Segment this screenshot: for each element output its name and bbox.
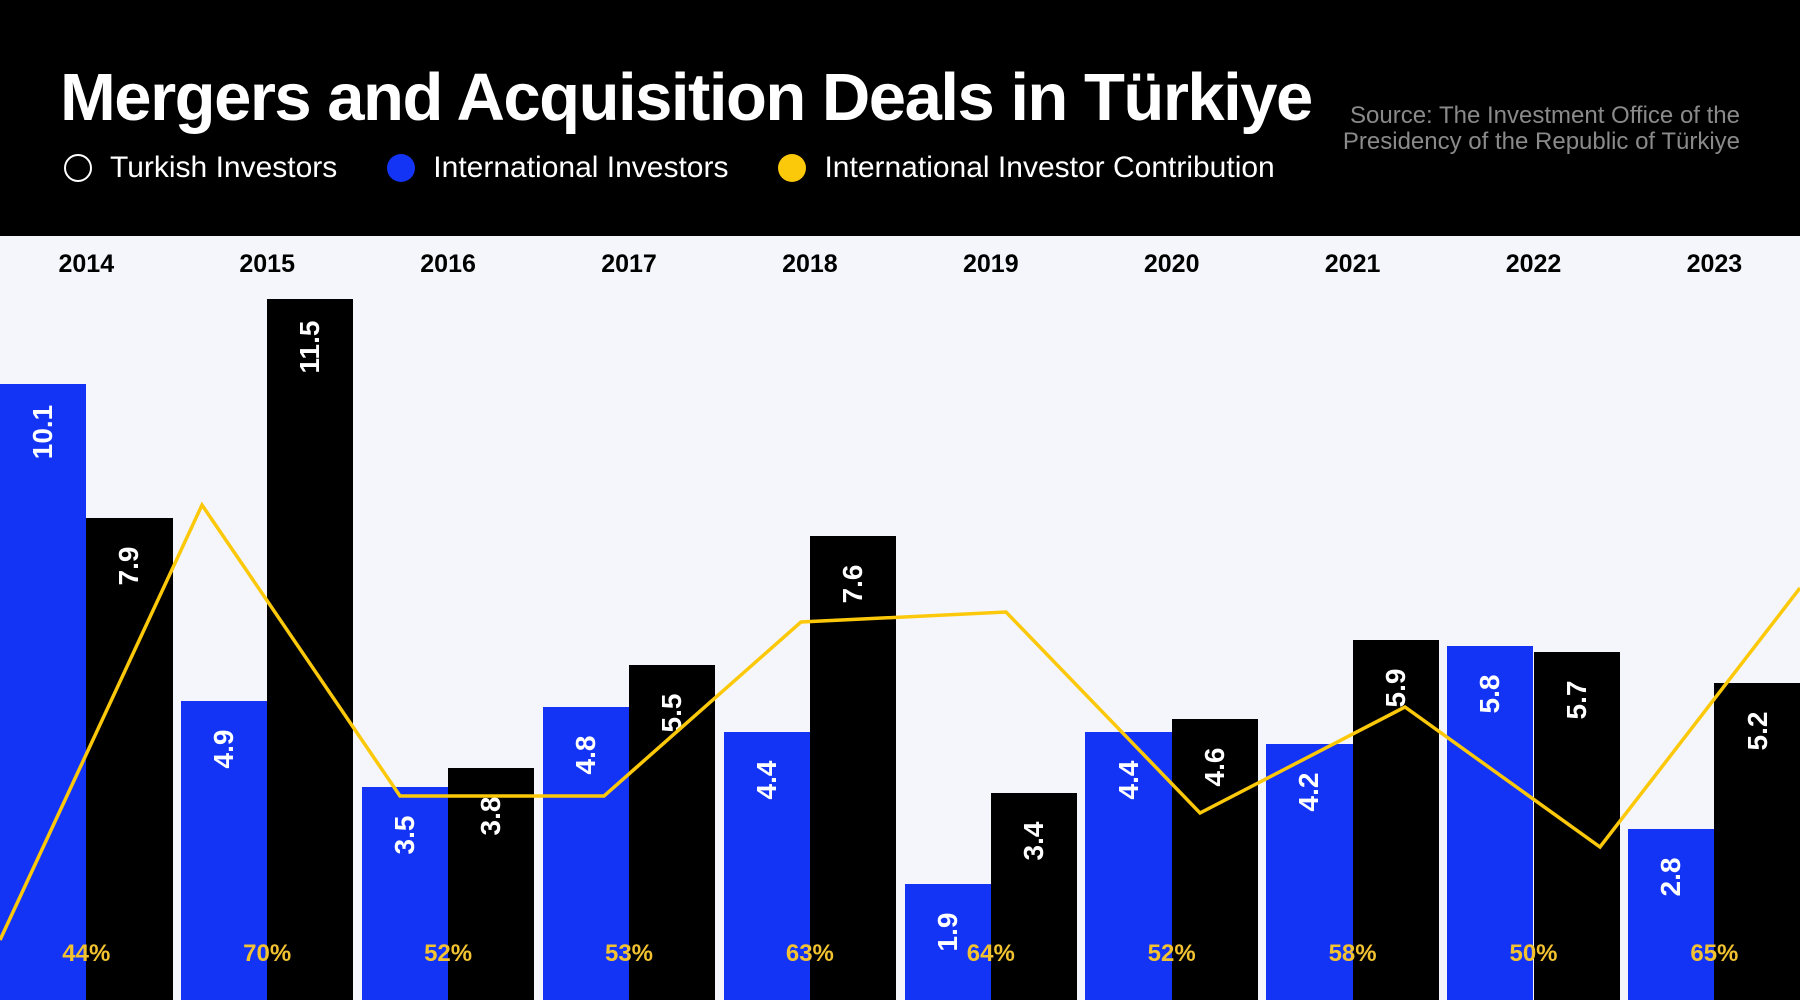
chart-header: Mergers and Acquisition Deals in Türkiye… bbox=[0, 0, 1800, 236]
contribution-percent-label: 44% bbox=[62, 940, 111, 967]
blue-bar-2023: 2.8 bbox=[1628, 829, 1715, 1000]
year-label: 2014 bbox=[58, 250, 115, 278]
legend-item-international-contribution: International Investor Contribution bbox=[778, 151, 1275, 185]
year-label: 2015 bbox=[239, 250, 295, 278]
year-label: 2019 bbox=[962, 250, 1019, 278]
bar-value-label: 2.8 bbox=[1655, 857, 1687, 897]
black-bar-2019: 3.4 bbox=[990, 792, 1078, 1000]
year-label: 2020 bbox=[1143, 250, 1200, 278]
bar-value-label: 4.6 bbox=[1198, 747, 1230, 787]
bar-value-label: 4.8 bbox=[569, 735, 601, 775]
legend-label: International Investors bbox=[433, 151, 729, 184]
black-bar-2014: 7.9 bbox=[86, 518, 173, 1000]
contribution-percent-label: 50% bbox=[1509, 940, 1558, 967]
bar-value-label: 3.4 bbox=[1017, 821, 1049, 861]
outline-circle-icon bbox=[64, 154, 92, 182]
contribution-percent-label: 58% bbox=[1328, 940, 1377, 967]
contribution-percent-label: 64% bbox=[966, 940, 1015, 967]
bar-value-label: 5.8 bbox=[1474, 674, 1506, 714]
bar-value-label: 5.9 bbox=[1379, 668, 1411, 708]
bar-value-label: 3.5 bbox=[388, 815, 420, 854]
legend-item-international-investors: International Investors bbox=[387, 151, 728, 185]
contribution-percent-label: 65% bbox=[1690, 940, 1739, 967]
contribution-percent-label: 52% bbox=[1147, 940, 1196, 967]
bar-value-label: 7.6 bbox=[837, 564, 869, 604]
bar-value-label: 7.9 bbox=[113, 546, 145, 586]
year-label: 2018 bbox=[782, 250, 838, 278]
bar-value-label: 5.2 bbox=[1741, 711, 1773, 751]
bar-value-label: 5.5 bbox=[656, 693, 688, 732]
blue-circle-icon bbox=[387, 154, 416, 182]
contribution-percent-label: 70% bbox=[243, 940, 292, 967]
bar-value-label: 4.2 bbox=[1293, 772, 1325, 812]
legend-label: International Investor Contribution bbox=[824, 151, 1275, 184]
year-label: 2017 bbox=[601, 250, 657, 278]
contribution-percent-label: 53% bbox=[604, 940, 654, 967]
year-label: 2022 bbox=[1505, 250, 1562, 278]
bar-value-label: 3.8 bbox=[475, 796, 507, 836]
bar-value-label: 5.7 bbox=[1560, 680, 1592, 720]
bar-value-label: 11.5 bbox=[294, 320, 326, 373]
legend-label: Turkish Investors bbox=[110, 151, 338, 184]
black-bar-2015: 11.5 bbox=[267, 298, 354, 1000]
year-label: 2016 bbox=[420, 250, 476, 278]
blue-bar-2014: 10.1 bbox=[0, 383, 87, 1000]
chart-legend: Turkish Investors International Investor… bbox=[64, 148, 1325, 188]
year-label: 2023 bbox=[1686, 250, 1743, 278]
bar-value-label: 4.9 bbox=[208, 729, 240, 769]
chart-title: Mergers and Acquisition Deals in Türkiye bbox=[60, 60, 1313, 135]
contribution-percent-label: 52% bbox=[424, 940, 473, 967]
legend-item-turkish-investors: Turkish Investors bbox=[64, 151, 337, 185]
bar-value-label: 10.1 bbox=[27, 404, 59, 460]
yellow-circle-icon bbox=[778, 154, 807, 182]
bar-value-label: 4.4 bbox=[1112, 760, 1144, 800]
bar-value-label: 4.4 bbox=[750, 760, 782, 800]
contribution-percent-label: 63% bbox=[785, 940, 834, 967]
year-label: 2021 bbox=[1324, 250, 1381, 278]
black-bar-2018: 7.6 bbox=[809, 536, 897, 1000]
source-note: Source: The Investment Office of the Pre… bbox=[1342, 102, 1740, 155]
